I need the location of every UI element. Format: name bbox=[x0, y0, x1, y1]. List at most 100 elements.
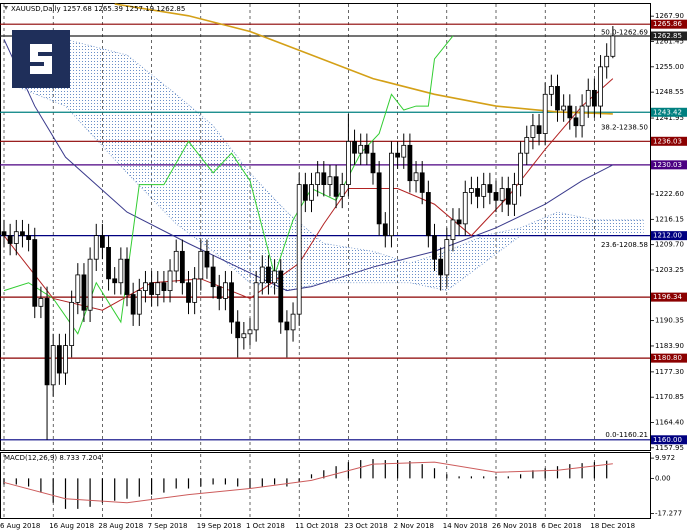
candle-body bbox=[32, 239, 38, 307]
candle-body bbox=[321, 172, 327, 185]
candle-body bbox=[487, 184, 493, 193]
y-tick-label: 1190.35 bbox=[655, 317, 684, 325]
candle-body bbox=[444, 239, 450, 276]
candle-body bbox=[278, 270, 284, 323]
candle-body bbox=[358, 144, 364, 154]
candle-body bbox=[561, 105, 567, 111]
candle-body bbox=[475, 188, 480, 197]
candle-body bbox=[604, 55, 610, 68]
level-box-bg bbox=[651, 160, 687, 170]
candle-body bbox=[173, 250, 179, 272]
y-tick-label: 1170.85 bbox=[655, 393, 684, 401]
y-tick-label: 1216.15 bbox=[655, 215, 684, 223]
x-tick-label: 16 Aug 2018 bbox=[49, 522, 94, 530]
candle-body bbox=[290, 313, 296, 331]
candle-body bbox=[272, 270, 278, 284]
level-box: 1243.42 bbox=[651, 107, 687, 117]
candle-body bbox=[216, 286, 222, 299]
y-tick-label: 1267.90 bbox=[655, 12, 684, 20]
candle-body bbox=[143, 282, 148, 292]
y-tick-label: 1209.70 bbox=[655, 241, 684, 249]
candle-body bbox=[573, 117, 579, 127]
candle-body bbox=[432, 235, 437, 260]
macd-y-tick-label: 9.972 bbox=[655, 454, 675, 462]
x-tick-label: 11 Oct 2018 bbox=[295, 522, 338, 530]
candle-body bbox=[542, 93, 548, 134]
candle-body bbox=[192, 278, 198, 303]
candle-body bbox=[241, 333, 247, 339]
candle-body bbox=[598, 66, 603, 107]
level-box-bg bbox=[651, 31, 687, 41]
candle-body bbox=[518, 152, 523, 185]
x-tick-label: 26 Nov 2018 bbox=[492, 522, 537, 530]
candle-body bbox=[579, 105, 585, 127]
x-tick-label: 6 Aug 2018 bbox=[0, 522, 40, 530]
candle-body bbox=[136, 290, 142, 315]
candle-body bbox=[106, 247, 111, 280]
level-box: 1196.34 bbox=[651, 292, 687, 302]
candle-body bbox=[462, 192, 468, 225]
indicator-line bbox=[3, 35, 454, 335]
candle-body bbox=[75, 274, 81, 303]
candle-body bbox=[536, 125, 542, 134]
candle-body bbox=[315, 172, 321, 185]
y-tick-label: 1255.00 bbox=[655, 63, 684, 71]
candle-body bbox=[425, 192, 431, 237]
candle-body bbox=[327, 176, 333, 185]
candle-body bbox=[210, 266, 216, 288]
candle-body bbox=[407, 144, 413, 182]
price-frame bbox=[0, 3, 651, 451]
level-label: 1180.80 bbox=[653, 354, 682, 362]
level-box-bg bbox=[651, 231, 687, 241]
candle-body bbox=[585, 89, 591, 107]
level-label: 1160.00 bbox=[653, 436, 682, 444]
candle-body bbox=[13, 231, 19, 244]
fib-label: 23.6-1208.58 bbox=[601, 241, 648, 249]
candle-body bbox=[333, 176, 339, 197]
candle-body bbox=[149, 282, 155, 295]
candle-body bbox=[389, 152, 394, 237]
level-label: 1243.42 bbox=[653, 108, 682, 116]
x-tick-label: 2 Nov 2018 bbox=[394, 522, 434, 530]
candle-body bbox=[481, 184, 487, 197]
level-box-bg bbox=[651, 292, 687, 302]
level-box: 1180.80 bbox=[651, 353, 687, 363]
y-tick-label: 1222.60 bbox=[655, 190, 684, 198]
candle-body bbox=[438, 258, 444, 276]
chart-title: XAUUSD,Daily 1257.68 1265.39 1257.19 126… bbox=[11, 5, 185, 13]
x-tick-label: 28 Aug 2018 bbox=[98, 522, 143, 530]
candle-body bbox=[112, 278, 118, 284]
candle-body bbox=[63, 345, 68, 374]
candle-body bbox=[468, 188, 474, 193]
candle-body bbox=[130, 294, 136, 315]
candle-body bbox=[302, 184, 308, 201]
candle-body bbox=[382, 223, 388, 237]
x-tick-label: 14 Nov 2018 bbox=[443, 522, 488, 530]
logo-mark bbox=[30, 44, 52, 74]
candle-body bbox=[548, 86, 554, 95]
y-tick-label: 1183.90 bbox=[655, 342, 684, 350]
y-tick-label: 1203.25 bbox=[655, 266, 684, 274]
plot-layer: 6 Aug 2018 16 Aug 2018 28 Aug 2018 7 Sep 20… bbox=[0, 3, 687, 530]
candle-body bbox=[345, 141, 351, 185]
candle-body bbox=[524, 137, 530, 154]
title-icon bbox=[4, 6, 8, 10]
level-box: 1212.00 bbox=[651, 231, 687, 241]
candle-body bbox=[499, 188, 505, 201]
level-box-bg bbox=[651, 107, 687, 117]
candle-body bbox=[309, 184, 314, 201]
candle-body bbox=[1, 231, 7, 237]
candle-body bbox=[284, 321, 290, 331]
candle-body bbox=[247, 329, 253, 335]
y-tick-label: 1248.55 bbox=[655, 88, 684, 96]
level-box: 1160.00 bbox=[651, 435, 687, 445]
candle-body bbox=[450, 219, 456, 240]
level-label: 1262.85 bbox=[653, 32, 682, 40]
candle-body bbox=[259, 266, 265, 284]
candle-body bbox=[100, 235, 105, 248]
candle-body bbox=[235, 321, 241, 339]
x-tick-label: 6 Dec 2018 bbox=[541, 522, 581, 530]
y-tick-label: 1261.45 bbox=[655, 37, 684, 45]
level-label: 1196.34 bbox=[653, 293, 682, 301]
